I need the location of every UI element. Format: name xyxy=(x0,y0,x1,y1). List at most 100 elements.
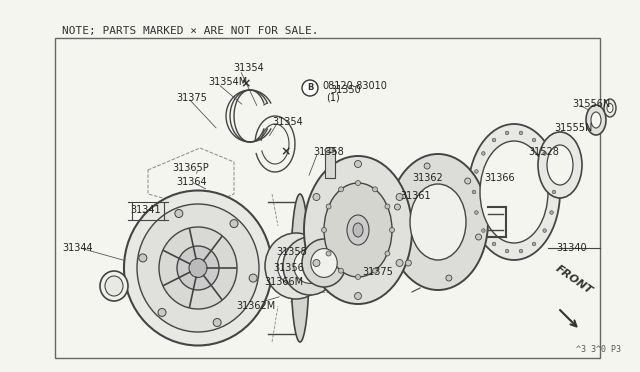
Circle shape xyxy=(339,268,344,273)
Circle shape xyxy=(396,193,403,201)
Ellipse shape xyxy=(347,215,369,245)
Circle shape xyxy=(405,260,412,266)
Ellipse shape xyxy=(388,154,488,290)
Ellipse shape xyxy=(265,233,327,299)
Circle shape xyxy=(475,170,478,173)
Text: 31354: 31354 xyxy=(233,63,264,73)
Ellipse shape xyxy=(105,276,123,296)
Circle shape xyxy=(481,152,485,155)
Text: 31354: 31354 xyxy=(272,117,303,127)
Ellipse shape xyxy=(124,190,272,346)
Circle shape xyxy=(355,275,360,279)
Circle shape xyxy=(385,251,390,256)
Ellipse shape xyxy=(283,237,337,295)
Bar xyxy=(325,150,335,178)
Ellipse shape xyxy=(353,223,363,237)
Circle shape xyxy=(446,275,452,281)
Ellipse shape xyxy=(311,248,337,278)
Text: 31556N: 31556N xyxy=(572,99,611,109)
Text: 31356: 31356 xyxy=(273,263,304,273)
Circle shape xyxy=(355,160,362,167)
Bar xyxy=(55,38,600,358)
Text: 31366: 31366 xyxy=(484,173,515,183)
Ellipse shape xyxy=(410,184,466,260)
Ellipse shape xyxy=(137,204,259,332)
Circle shape xyxy=(472,190,476,194)
Text: 31362: 31362 xyxy=(412,173,443,183)
Circle shape xyxy=(505,131,509,135)
Ellipse shape xyxy=(547,145,573,185)
Circle shape xyxy=(475,211,478,214)
Circle shape xyxy=(355,292,362,299)
Text: 31361: 31361 xyxy=(400,191,431,201)
Text: B: B xyxy=(307,83,313,93)
Text: 31350: 31350 xyxy=(330,85,361,95)
Text: 08120-83010: 08120-83010 xyxy=(322,81,387,91)
Ellipse shape xyxy=(607,103,613,112)
Circle shape xyxy=(550,170,554,173)
Circle shape xyxy=(492,242,496,246)
Circle shape xyxy=(543,229,547,232)
Ellipse shape xyxy=(591,112,601,128)
Circle shape xyxy=(313,260,320,266)
Ellipse shape xyxy=(480,141,548,243)
Circle shape xyxy=(519,131,523,135)
Circle shape xyxy=(394,204,401,210)
Ellipse shape xyxy=(177,246,219,290)
Circle shape xyxy=(175,209,183,218)
Text: (1): (1) xyxy=(326,93,340,103)
Ellipse shape xyxy=(100,271,128,301)
Text: ×: × xyxy=(241,77,252,90)
Text: 31358: 31358 xyxy=(276,247,307,257)
Text: 31344: 31344 xyxy=(62,243,93,253)
Text: ×: × xyxy=(281,145,291,158)
Circle shape xyxy=(326,204,331,209)
Ellipse shape xyxy=(468,124,560,260)
Ellipse shape xyxy=(324,183,392,277)
Circle shape xyxy=(372,268,378,273)
Ellipse shape xyxy=(159,227,237,309)
Circle shape xyxy=(385,204,390,209)
Text: 31354M: 31354M xyxy=(208,77,247,87)
Ellipse shape xyxy=(538,132,582,198)
Text: NOTE; PARTS MARKED × ARE NOT FOR SALE.: NOTE; PARTS MARKED × ARE NOT FOR SALE. xyxy=(62,26,319,36)
Text: FRONT: FRONT xyxy=(554,263,595,296)
Text: 31341: 31341 xyxy=(130,205,161,215)
Text: 31375: 31375 xyxy=(362,267,393,277)
Circle shape xyxy=(326,251,331,256)
Circle shape xyxy=(519,249,523,253)
Ellipse shape xyxy=(291,194,309,342)
Circle shape xyxy=(492,138,496,142)
Circle shape xyxy=(230,219,238,228)
Text: 31364: 31364 xyxy=(176,177,207,187)
Ellipse shape xyxy=(325,148,335,153)
Text: 31362M: 31362M xyxy=(236,301,275,311)
Text: 31358: 31358 xyxy=(313,147,344,157)
Ellipse shape xyxy=(302,239,346,287)
Circle shape xyxy=(390,228,394,232)
Ellipse shape xyxy=(294,248,326,283)
Circle shape xyxy=(476,234,481,240)
Text: 31365P: 31365P xyxy=(172,163,209,173)
Circle shape xyxy=(158,308,166,317)
Circle shape xyxy=(313,193,320,201)
Ellipse shape xyxy=(604,99,616,117)
Text: 31340: 31340 xyxy=(556,243,587,253)
Circle shape xyxy=(139,254,147,262)
Ellipse shape xyxy=(189,259,207,278)
Circle shape xyxy=(505,249,509,253)
Circle shape xyxy=(424,163,430,169)
Text: 31375: 31375 xyxy=(176,93,207,103)
Ellipse shape xyxy=(586,105,606,135)
Circle shape xyxy=(552,190,556,194)
Text: 31528: 31528 xyxy=(528,147,559,157)
Circle shape xyxy=(543,152,547,155)
Circle shape xyxy=(339,187,344,192)
Circle shape xyxy=(396,260,403,266)
Circle shape xyxy=(355,180,360,186)
Text: 31366M: 31366M xyxy=(264,277,303,287)
Text: ^3 3^0 P3: ^3 3^0 P3 xyxy=(576,345,621,354)
Circle shape xyxy=(465,178,470,184)
Circle shape xyxy=(302,80,318,96)
Text: 31555N: 31555N xyxy=(554,123,593,133)
